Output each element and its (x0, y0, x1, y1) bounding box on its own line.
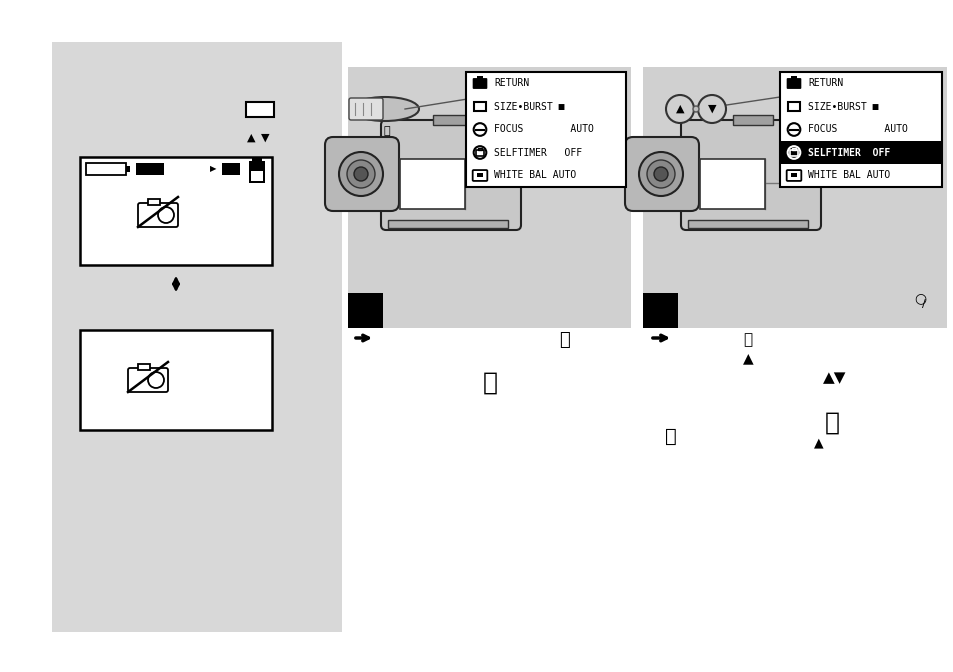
Text: RETURN: RETURN (807, 79, 842, 89)
Bar (642, 293, 678, 328)
Bar (787, 102, 800, 111)
Text: ⬛: ⬛ (742, 333, 752, 347)
Bar (781, 142, 940, 164)
FancyBboxPatch shape (138, 203, 178, 227)
Bar (642, 67, 946, 328)
Bar (465, 72, 625, 187)
Bar (249, 161, 265, 183)
Circle shape (639, 152, 682, 196)
Circle shape (646, 160, 675, 188)
Bar (348, 67, 630, 328)
Circle shape (698, 95, 725, 123)
Ellipse shape (351, 97, 418, 121)
Circle shape (497, 158, 517, 178)
Circle shape (797, 158, 817, 178)
Text: ▲: ▲ (813, 437, 823, 450)
Circle shape (338, 152, 382, 196)
FancyBboxPatch shape (380, 120, 520, 230)
FancyBboxPatch shape (624, 137, 699, 211)
Bar (477, 149, 481, 151)
Bar (790, 76, 797, 79)
Text: WHITE BAL AUTO: WHITE BAL AUTO (494, 171, 576, 181)
Bar (687, 220, 807, 228)
Text: FOCUS        AUTO: FOCUS AUTO (807, 124, 907, 134)
Text: ▲: ▲ (675, 104, 683, 114)
FancyBboxPatch shape (349, 98, 382, 120)
Bar (476, 76, 482, 79)
Bar (148, 199, 160, 205)
Text: ⬛: ⬛ (383, 126, 390, 136)
Text: SELFTIMER  OFF: SELFTIMER OFF (807, 147, 889, 157)
Text: ▲: ▲ (741, 351, 753, 365)
FancyBboxPatch shape (128, 368, 168, 392)
Text: WHITE BAL AUTO: WHITE BAL AUTO (807, 171, 889, 181)
Bar (476, 173, 482, 177)
Bar (246, 102, 274, 117)
Text: ⬛: ⬛ (664, 427, 677, 446)
Text: ⬛: ⬛ (482, 371, 497, 395)
Text: ○: ○ (913, 291, 925, 305)
Bar (732, 115, 772, 125)
Text: ▲▼: ▲▼ (822, 370, 846, 386)
Bar (52, 42, 341, 632)
Circle shape (354, 167, 368, 181)
Circle shape (665, 95, 693, 123)
Bar (138, 364, 150, 370)
Bar (474, 102, 486, 111)
Circle shape (654, 167, 667, 181)
Bar (476, 150, 483, 156)
Bar (348, 293, 382, 328)
Bar (791, 149, 795, 151)
FancyBboxPatch shape (325, 137, 398, 211)
Bar (80, 157, 272, 265)
Bar (126, 166, 130, 172)
Bar (780, 72, 941, 187)
Text: SIZE•BURST ■: SIZE•BURST ■ (494, 101, 564, 112)
Bar (86, 163, 126, 175)
Bar (791, 173, 796, 177)
Bar (80, 330, 272, 430)
Text: ▲: ▲ (247, 133, 255, 143)
Bar (252, 157, 262, 161)
Bar (399, 159, 464, 209)
Text: RETURN: RETURN (494, 79, 529, 89)
Circle shape (158, 207, 173, 223)
Circle shape (789, 150, 825, 186)
Text: ▼: ▼ (261, 133, 269, 143)
Circle shape (490, 150, 525, 186)
Circle shape (148, 372, 164, 388)
Bar (136, 163, 164, 175)
Circle shape (692, 106, 699, 112)
FancyBboxPatch shape (472, 78, 487, 89)
Circle shape (347, 160, 375, 188)
Bar (251, 171, 263, 181)
Bar (700, 159, 764, 209)
Bar (789, 150, 797, 156)
FancyBboxPatch shape (680, 120, 821, 230)
Bar (388, 220, 507, 228)
Circle shape (781, 129, 793, 141)
Circle shape (481, 129, 494, 141)
Text: ⬛: ⬛ (559, 331, 570, 349)
Text: FOCUS        AUTO: FOCUS AUTO (494, 124, 594, 134)
Text: ▼: ▼ (707, 104, 716, 114)
Text: ▶: ▶ (210, 164, 216, 173)
Bar (222, 163, 240, 175)
FancyBboxPatch shape (786, 78, 801, 89)
Text: SIZE•BURST ■: SIZE•BURST ■ (807, 101, 878, 112)
Bar (433, 115, 473, 125)
Text: /: / (922, 299, 925, 309)
Text: SELFTIMER   OFF: SELFTIMER OFF (494, 147, 581, 157)
Text: ⬛: ⬛ (823, 411, 839, 435)
